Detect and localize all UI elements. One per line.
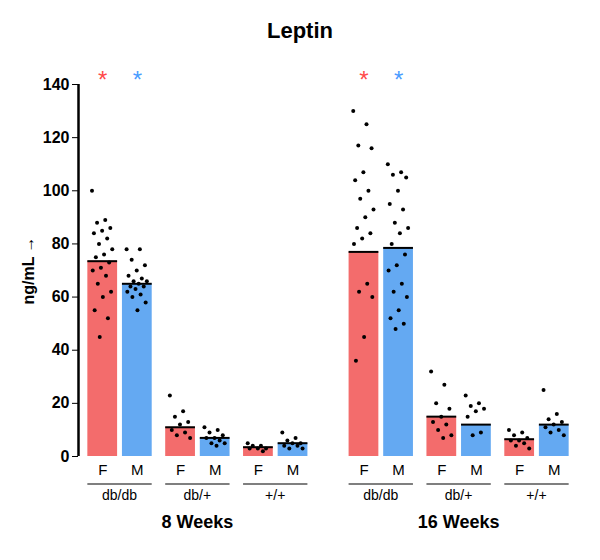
svg-text:M: M [470,461,483,478]
svg-text:db/+: db/+ [184,487,212,503]
svg-text:F: F [98,461,107,478]
svg-text:M: M [131,461,144,478]
svg-text:16 Weeks: 16 Weeks [418,512,500,532]
svg-text:+/+: +/+ [265,487,285,503]
svg-text:F: F [359,461,368,478]
svg-text:F: F [254,461,263,478]
svg-text:db/+: db/+ [445,487,473,503]
svg-text:M: M [287,461,300,478]
svg-text:140: 140 [43,76,70,93]
svg-text:*: * [98,66,107,93]
html-text:Leptin: Leptin [267,18,333,43]
svg-text:F: F [515,461,524,478]
svg-text:db/db: db/db [102,487,137,503]
svg-text:60: 60 [52,288,70,305]
svg-text:100: 100 [43,182,70,199]
svg-text:*: * [133,66,142,93]
svg-text:M: M [548,461,561,478]
svg-text:*: * [394,66,403,93]
svg-text:F: F [176,461,185,478]
svg-text:120: 120 [43,129,70,146]
svg-text:20: 20 [52,394,70,411]
svg-text:*: * [359,66,368,93]
svg-text:8 Weeks: 8 Weeks [162,512,234,532]
svg-text:M: M [209,461,222,478]
svg-text:F: F [437,461,446,478]
svg-text:80: 80 [52,235,70,252]
svg-text:0: 0 [61,448,70,465]
svg-text:ng/mL →: ng/mL → [20,236,37,304]
svg-text:M: M [392,461,405,478]
svg-text:+/+: +/+ [526,487,546,503]
svg-text:db/db: db/db [363,487,398,503]
svg-text:40: 40 [52,341,70,358]
